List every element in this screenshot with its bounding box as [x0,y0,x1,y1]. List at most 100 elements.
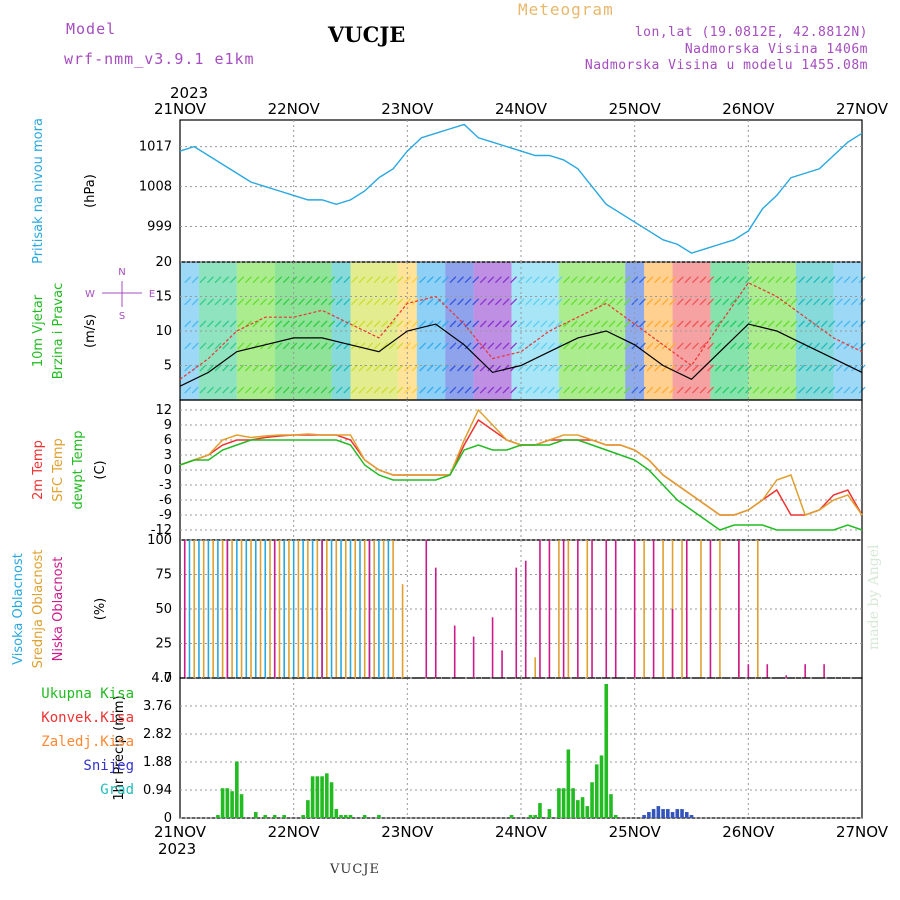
wind-barb [464,364,472,372]
temp-line-2 [179,439,863,531]
wind-barb [684,276,692,284]
wind-barb [426,298,434,306]
precip-bar [325,773,329,818]
wind-barb [835,320,843,328]
wind-barb [775,342,783,350]
precip-legend-item: Zaledj.Kisa [41,734,134,750]
wind-barb [707,298,715,306]
precip-bar [613,815,618,818]
wind-barb [638,298,646,306]
wind-barb [252,364,260,372]
wind-barb [851,276,859,284]
wind-barb [654,364,662,372]
y-tick-label: 5 [164,359,172,374]
wind-label-1: 10m Vjetar [31,294,46,367]
wind-barb [237,298,245,306]
wind-barb [843,386,851,394]
wind-barb [798,298,805,306]
wind-barb [502,276,510,284]
precip-bar [282,815,286,818]
wind-barb [699,320,707,328]
y-tick-label: 12 [155,403,172,418]
wind-barb [805,342,813,350]
date-tick-bottom: 24NOV [495,823,548,841]
wind-barb [767,276,775,284]
wind-barb [843,276,851,284]
wind-barb [426,276,434,284]
wind-barb [214,364,222,372]
wind-barb [843,298,851,306]
wind-barb [669,320,677,328]
precip-bar [684,812,689,818]
wind-barb [805,364,813,372]
wind-barb [396,364,404,372]
wind-barb [676,386,684,394]
wind-barb [585,342,593,350]
wind-barb [350,386,358,394]
wind-barb [585,276,593,284]
wind-barb [707,320,715,328]
wind-barb [548,364,555,372]
wind-barb [775,320,783,328]
wind-barb [691,386,699,394]
wind-barb [343,276,351,284]
y-tick-label: 1.88 [143,755,172,770]
wind-barb [237,276,245,284]
wind-barb [479,276,487,284]
wind-barb [616,320,624,328]
wind-barb [722,386,730,394]
wind-barb [282,298,290,306]
wind-barb [244,386,252,394]
wind-barb [805,276,813,284]
wind-barb [578,386,586,394]
wind-barb [320,276,328,284]
wind-direction-band [558,262,588,400]
wind-barb [313,298,321,306]
wind-barb [608,342,616,350]
model-name: wrf-nmm_v3.9.1 e1km [64,50,255,68]
wind-barb [464,320,472,328]
wind-barb [411,298,419,306]
wind-barb [419,342,427,350]
wind-barb [661,320,669,328]
wind-barb [654,342,662,350]
wind-barb [661,298,669,306]
wind-barb [646,386,654,394]
wind-barb [729,276,737,284]
precip-bar [272,815,277,818]
wind-barb [638,320,646,328]
wind-barb [767,386,775,394]
wind-barb [676,342,684,350]
wind-barb [222,386,230,394]
date-tick-top: 26NOV [722,100,775,118]
precip-bar [310,776,315,818]
wind-barb [623,364,631,372]
wind-barb [737,386,745,394]
wind-barb [373,276,381,284]
wind-barb [729,386,737,394]
wind-barb [631,342,639,350]
wind-barb [388,386,396,394]
wind-barb [623,298,631,306]
year-bottom: 2023 [158,840,197,858]
wind-barb [699,298,707,306]
wind-barb [381,276,389,284]
wind-barb [260,386,267,394]
wind-barb [320,298,328,306]
wind-barb [404,298,411,306]
wind-barb [760,320,768,328]
wind-barb [472,276,480,284]
wind-barb [260,298,267,306]
precip-bar [576,800,580,818]
wind-barb [441,320,449,328]
y-tick-label: 3 [164,448,172,463]
wind-barb [214,298,222,306]
wind-barb [434,342,442,350]
wind-barb [434,364,442,372]
wind-barb [411,320,419,328]
wind-direction-band [833,262,862,400]
wind-barb [517,342,525,350]
wind-barb [313,320,321,328]
wind-barb [207,276,214,284]
date-tick-top: 23NOV [381,100,434,118]
